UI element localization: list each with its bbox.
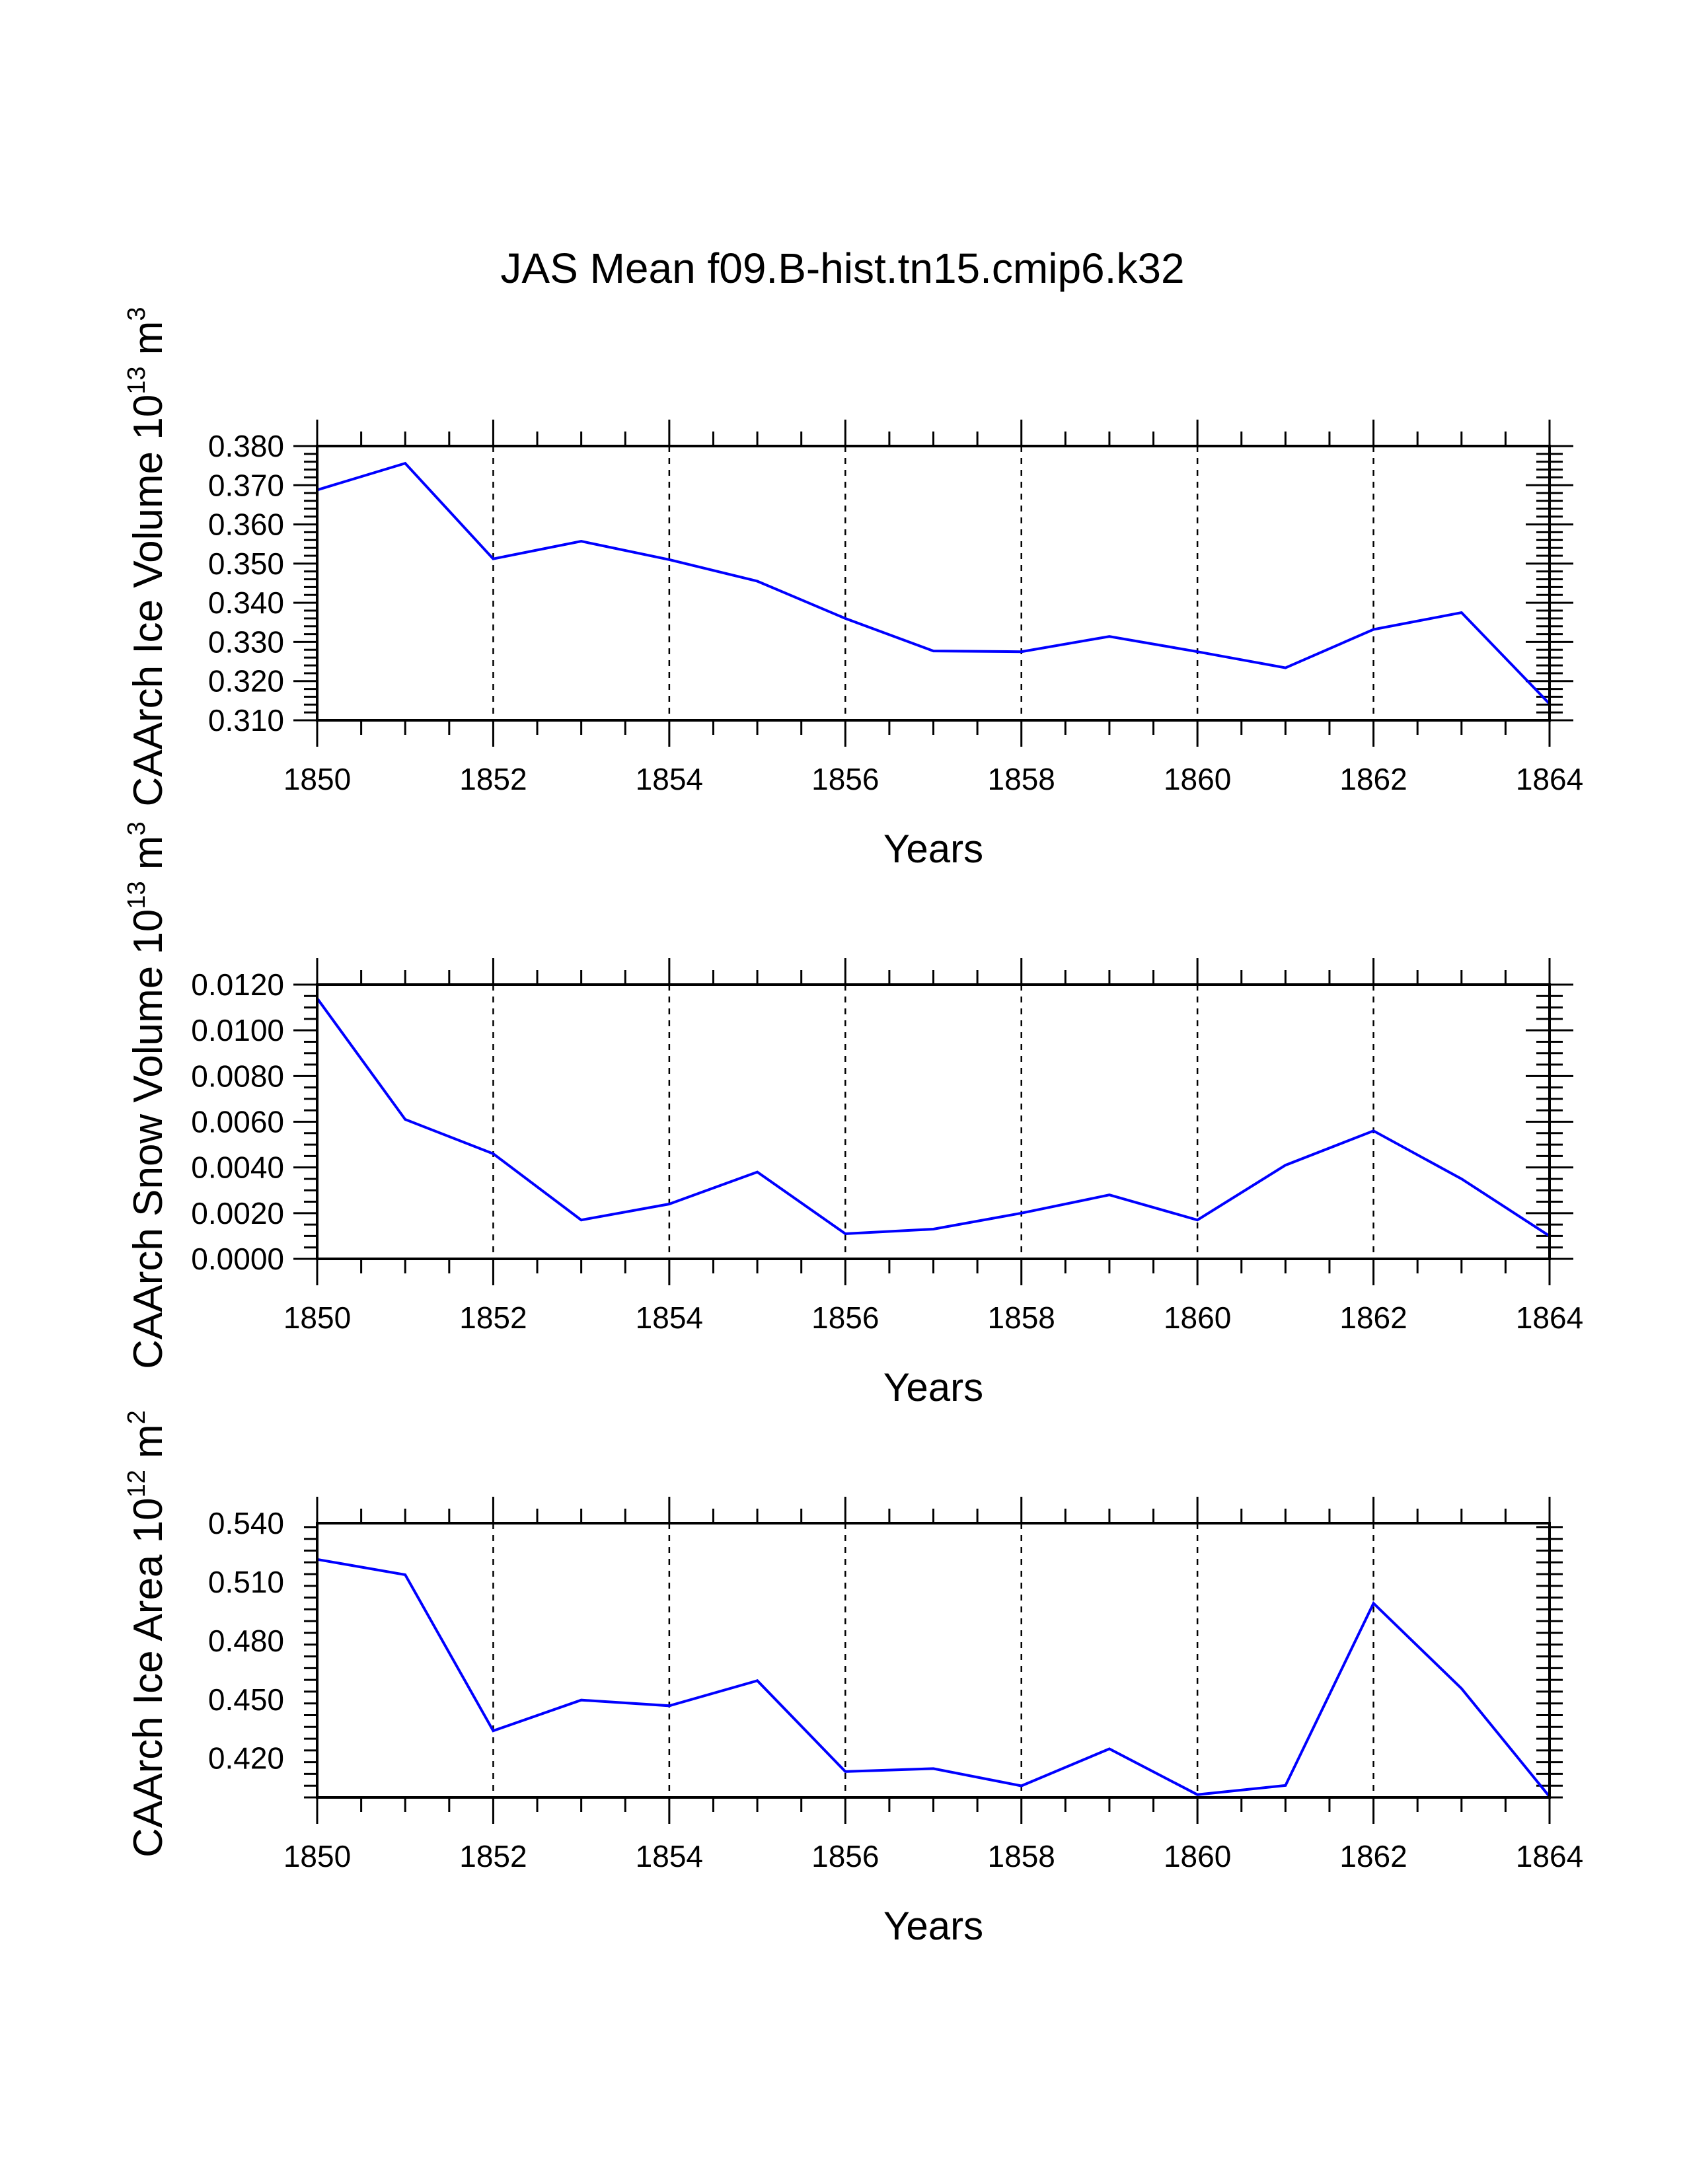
x-tick-label: 1852: [459, 1300, 527, 1335]
y-tick-label: 0.350: [208, 546, 284, 581]
x-axis-ticks: [316, 420, 1551, 747]
x-axis-title: Years: [883, 827, 983, 871]
y-tick-label: 0.480: [208, 1624, 284, 1658]
x-tick-labels: 1850 1852 1854 1856 1858 1860 1862 1864: [283, 1839, 1583, 1873]
y-tick-label: 0.380: [208, 429, 284, 463]
y-axis-title-exponent: 13: [123, 881, 151, 909]
y-tick-label: 0.0000: [191, 1242, 284, 1276]
x-tick-label: 1858: [988, 762, 1055, 796]
y-axis-title-unit-exponent: 2: [123, 1410, 151, 1424]
y-tick-label: 0.0100: [191, 1013, 284, 1047]
plot-frame: [316, 983, 1551, 1260]
ice-volume-panel: 1850 1852 1854 1856 1858 1860 1862 1864 0.3100.…: [123, 307, 1583, 871]
ice-volume-series-line: [317, 461, 1551, 705]
y-axis-ticks: [304, 1526, 1563, 1799]
x-tick-label: 1860: [1164, 1839, 1231, 1873]
x-axis-title: Years: [883, 1365, 983, 1410]
y-tick-label: 0.360: [208, 508, 284, 542]
ice-area-series-line: [317, 1558, 1551, 1798]
y-tick-label: 0.0120: [191, 967, 284, 1002]
x-tick-label: 1850: [283, 762, 351, 796]
y-tick-labels: 0.0000 0.0020 0.0040 0.0060 0.0080 0.0100 0.01…: [191, 967, 284, 1276]
y-tick-labels: 0.420 0.450 0.480 0.510 0.540: [208, 1506, 284, 1776]
x-tick-label: 1850: [283, 1839, 351, 1873]
y-tick-label: 0.370: [208, 468, 284, 502]
y-tick-label: 0.450: [208, 1682, 284, 1717]
y-axis-title-main: CAArch Ice Area 10: [126, 1497, 171, 1858]
x-tick-label: 1850: [283, 1300, 351, 1335]
x-tick-label: 1858: [988, 1300, 1055, 1335]
y-axis-title: CAArch Ice Area 1012 m2: [123, 1410, 171, 1858]
y-tick-label: 0.0060: [191, 1105, 284, 1139]
y-tick-label: 0.0080: [191, 1059, 284, 1093]
grid-lines: [492, 446, 1374, 720]
x-tick-label: 1856: [811, 1839, 879, 1873]
y-axis-title: CAArch Snow Volume 1013 m3: [123, 821, 171, 1369]
y-tick-label: 0.0020: [191, 1196, 284, 1230]
plot-frame: [316, 445, 1551, 722]
x-tick-label: 1862: [1339, 762, 1407, 796]
x-axis-ticks: [316, 1497, 1551, 1824]
plot-frame: [316, 1522, 1551, 1799]
x-tick-label: 1854: [636, 762, 703, 796]
x-tick-label: 1864: [1516, 1300, 1583, 1335]
x-tick-label: 1852: [459, 1839, 527, 1873]
x-tick-label: 1858: [988, 1839, 1055, 1873]
y-axis-title-main: CAArch Ice Volume 10: [126, 395, 171, 807]
y-axis-title-unit: m: [126, 1424, 171, 1470]
y-axis-title: CAArch Ice Volume 1013 m3: [123, 307, 171, 806]
ice-area-panel: 1850 1852 1854 1856 1858 1860 1862 1864 0.4200.…: [123, 1410, 1583, 1948]
y-axis-title-exponent: 12: [123, 1470, 151, 1497]
x-tick-label: 1856: [811, 1300, 879, 1335]
x-tick-label: 1854: [636, 1839, 703, 1873]
y-tick-label: 0.320: [208, 664, 284, 698]
y-tick-label: 0.0040: [191, 1150, 284, 1185]
x-axis-title: Years: [883, 1904, 983, 1948]
y-tick-label: 0.540: [208, 1506, 284, 1540]
snow-volume-panel: 1850 1852 1854 1856 1858 1860 1862 1864 0.00000…: [123, 821, 1583, 1410]
x-tick-labels: 1850 1852 1854 1856 1858 1860 1862 1864: [283, 1300, 1583, 1335]
x-tick-label: 1860: [1164, 762, 1231, 796]
y-tick-label: 0.510: [208, 1565, 284, 1599]
figure-title: JAS Mean f09.B-hist.tn15.cmip6.k32: [500, 245, 1184, 292]
y-axis-ticks: [293, 983, 1573, 1260]
y-tick-label: 0.330: [208, 624, 284, 659]
y-tick-label: 0.340: [208, 585, 284, 620]
y-axis-title-unit-exponent: 3: [123, 821, 151, 835]
y-axis-title-unit: m: [126, 321, 171, 367]
x-tick-label: 1856: [811, 762, 879, 796]
y-axis-title-unit-exponent: 3: [123, 307, 151, 320]
grid-lines: [492, 1523, 1374, 1797]
x-tick-labels: 1850 1852 1854 1856 1858 1860 1862 1864: [283, 762, 1583, 796]
snow-volume-series-line: [316, 997, 1551, 1238]
y-tick-label: 0.310: [208, 703, 284, 737]
y-axis-title-main: CAArch Snow Volume 10: [126, 909, 171, 1369]
x-tick-label: 1862: [1339, 1300, 1407, 1335]
y-axis-ticks: [293, 445, 1573, 722]
x-axis-ticks: [316, 958, 1551, 1285]
y-axis-title-exponent: 13: [123, 366, 151, 394]
y-tick-labels: 0.310 0.320 0.330 0.340 0.350 0.360 0.370 0.380: [208, 429, 284, 737]
x-tick-label: 1864: [1516, 1839, 1583, 1873]
grid-lines: [492, 985, 1374, 1259]
x-tick-label: 1860: [1164, 1300, 1231, 1335]
x-tick-label: 1862: [1339, 1839, 1407, 1873]
x-tick-label: 1854: [636, 1300, 703, 1335]
y-axis-title-unit: m: [126, 835, 171, 881]
x-tick-label: 1864: [1516, 762, 1583, 796]
y-tick-label: 0.420: [208, 1741, 284, 1776]
x-tick-label: 1852: [459, 762, 527, 796]
